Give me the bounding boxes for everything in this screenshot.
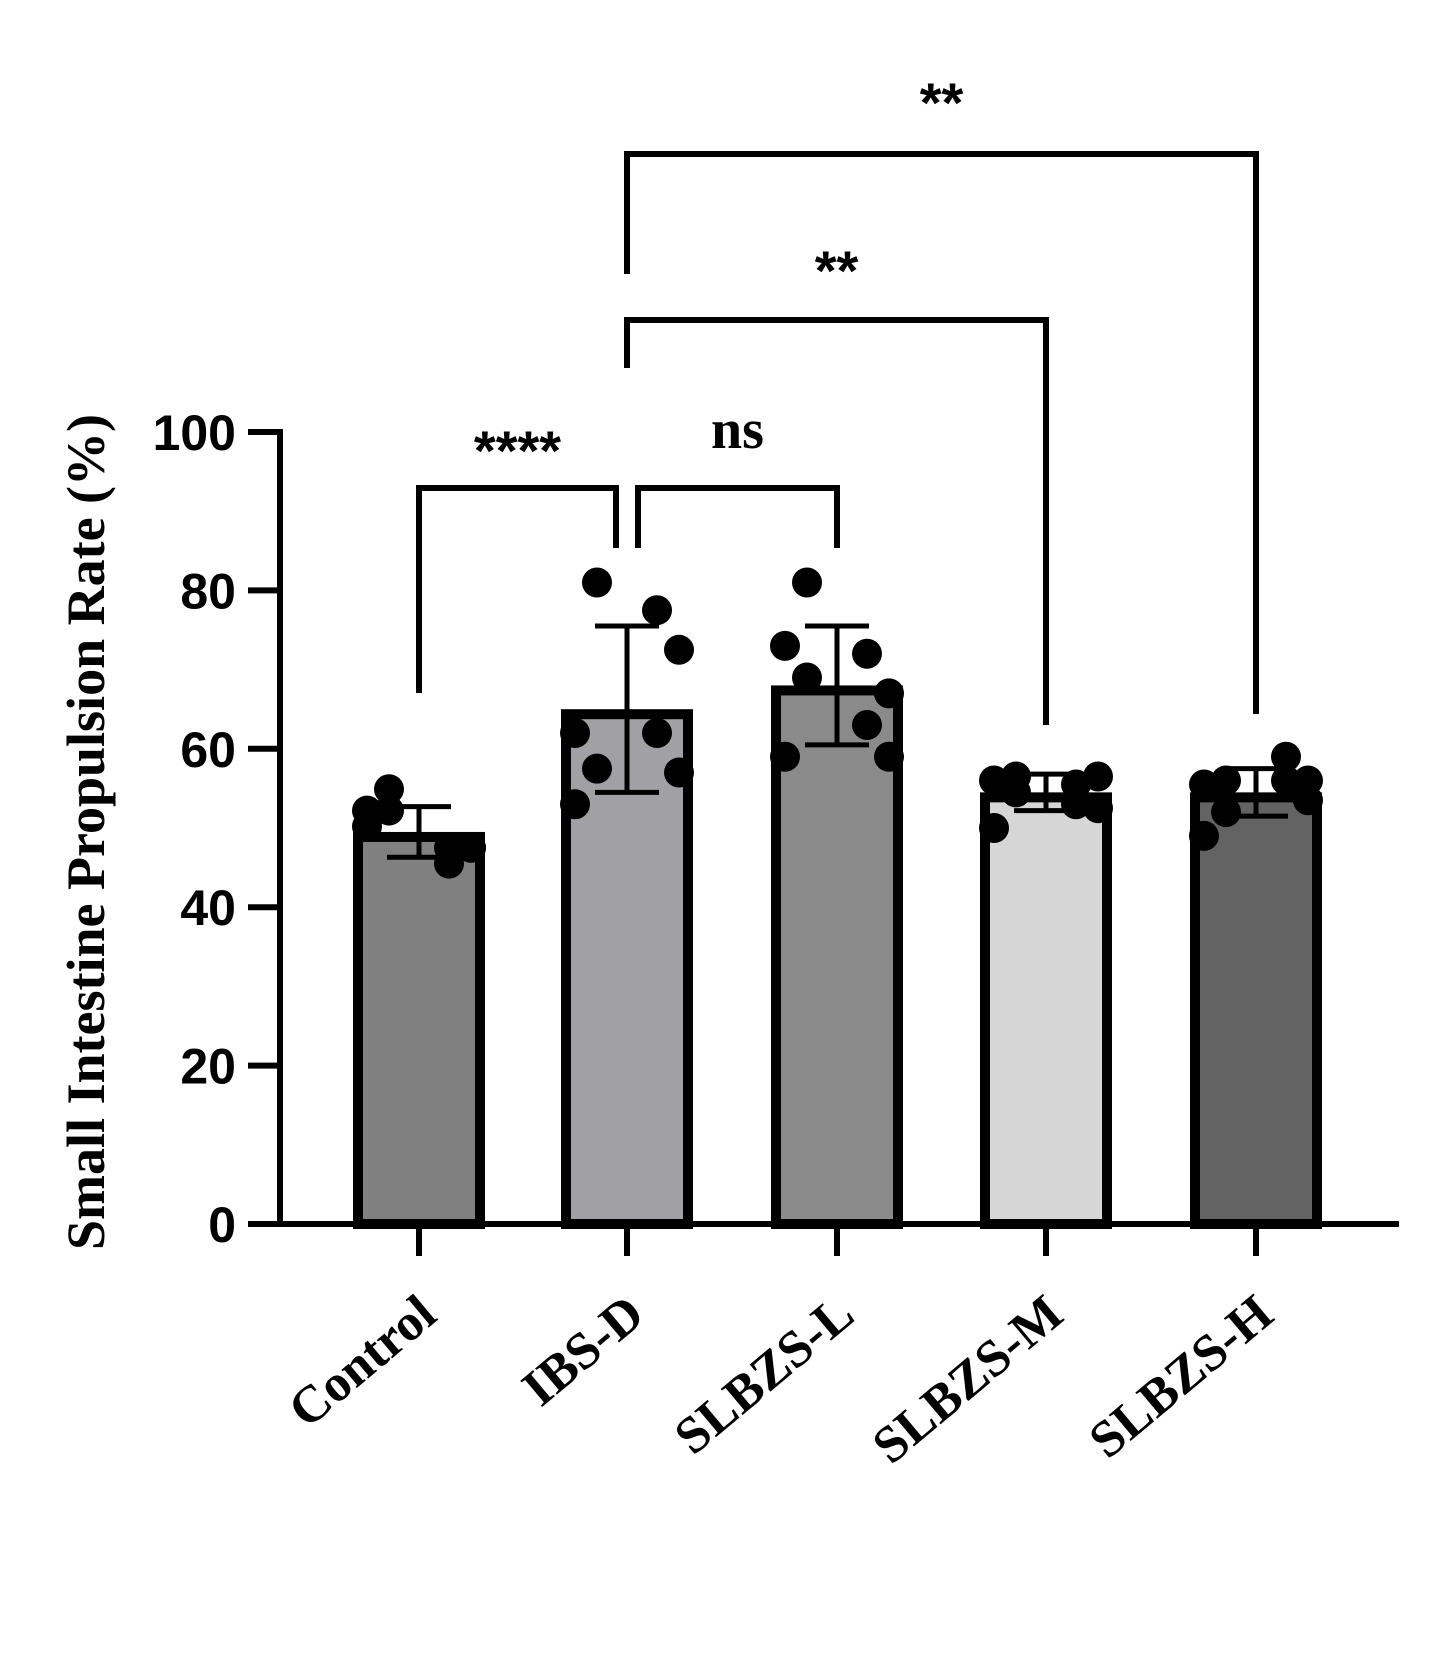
data-point [1271, 741, 1301, 772]
data-point [642, 595, 672, 626]
data-point [560, 789, 590, 820]
data-point [374, 774, 404, 805]
data-point [582, 567, 612, 598]
data-point [770, 741, 800, 772]
x-tick-label: IBS-D [512, 1285, 655, 1418]
significance-bracket [624, 151, 1259, 714]
significance-label: ns [711, 399, 764, 461]
data-point [456, 832, 486, 863]
data-point [792, 567, 822, 598]
bar-slbzs-h [1190, 792, 1322, 1229]
data-point [1271, 765, 1301, 796]
data-point [979, 813, 1009, 843]
significance-label: ** [815, 239, 859, 302]
data-point [1189, 820, 1219, 851]
data-point [374, 795, 404, 826]
data-point [852, 638, 882, 669]
bar-slbzs-m [980, 792, 1112, 1229]
data-point [1293, 765, 1323, 796]
data-point [1001, 777, 1031, 808]
data-point [770, 630, 800, 661]
significance-bracket [635, 485, 840, 548]
significance-bracket [416, 485, 619, 693]
data-point [560, 717, 590, 748]
data-point [852, 710, 882, 741]
data-point [434, 832, 464, 863]
y-tick-label: 40 [180, 880, 236, 936]
data-point [874, 741, 904, 772]
x-tick-label: SLBZS-M [862, 1285, 1074, 1475]
data-point [664, 634, 694, 665]
y-tick-label: 60 [180, 722, 236, 778]
x-tick-label: SLBZS-L [664, 1285, 864, 1466]
y-tick-label: 20 [180, 1039, 236, 1095]
data-point [874, 678, 904, 709]
data-point [1189, 769, 1219, 800]
data-point [1211, 797, 1241, 828]
significance-label: **** [474, 419, 561, 482]
bar-slbzs-l [771, 685, 903, 1229]
significance-bracket [624, 317, 1049, 725]
data-point [1083, 793, 1113, 824]
y-tick-label: 100 [153, 405, 236, 461]
y-tick-label: 80 [180, 563, 236, 619]
significance-label: ** [920, 71, 964, 134]
data-point [642, 717, 672, 748]
data-point [664, 757, 694, 788]
data-point [352, 795, 382, 826]
data-point [1083, 761, 1113, 792]
y-tick-label: 0 [208, 1197, 236, 1253]
y-axis-label: Small Intestine Propulsion Rate (%) [56, 414, 116, 1250]
data-point [582, 753, 612, 784]
x-tick-label: SLBZS-H [1079, 1285, 1284, 1470]
bar-control [353, 831, 485, 1230]
data-point [979, 765, 1009, 796]
data-point [792, 662, 822, 693]
x-tick-label: Control [278, 1285, 447, 1439]
